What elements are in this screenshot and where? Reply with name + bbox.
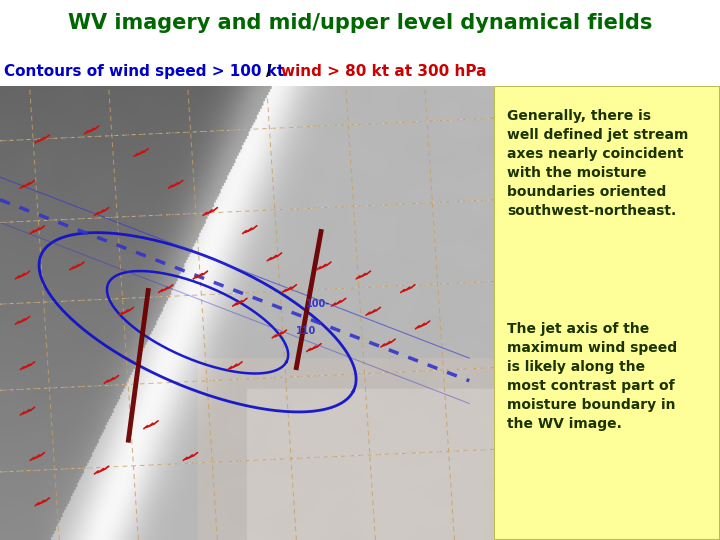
Text: Contours of wind speed > 100 kt: Contours of wind speed > 100 kt <box>4 64 289 79</box>
Text: Generally, there is
well defined jet stream
axes nearly coincident
with the mois: Generally, there is well defined jet str… <box>508 109 689 218</box>
Text: /: / <box>266 64 276 79</box>
Text: WV imagery and mid/upper level dynamical fields: WV imagery and mid/upper level dynamical… <box>68 12 652 33</box>
FancyBboxPatch shape <box>494 86 720 540</box>
Text: The jet axis of the
maximum wind speed
is likely along the
most contrast part of: The jet axis of the maximum wind speed i… <box>508 322 678 431</box>
Text: wind > 80 kt at 300 hPa: wind > 80 kt at 300 hPa <box>281 64 486 79</box>
Text: 100-: 100- <box>306 299 330 309</box>
Text: 110: 110 <box>297 326 317 336</box>
